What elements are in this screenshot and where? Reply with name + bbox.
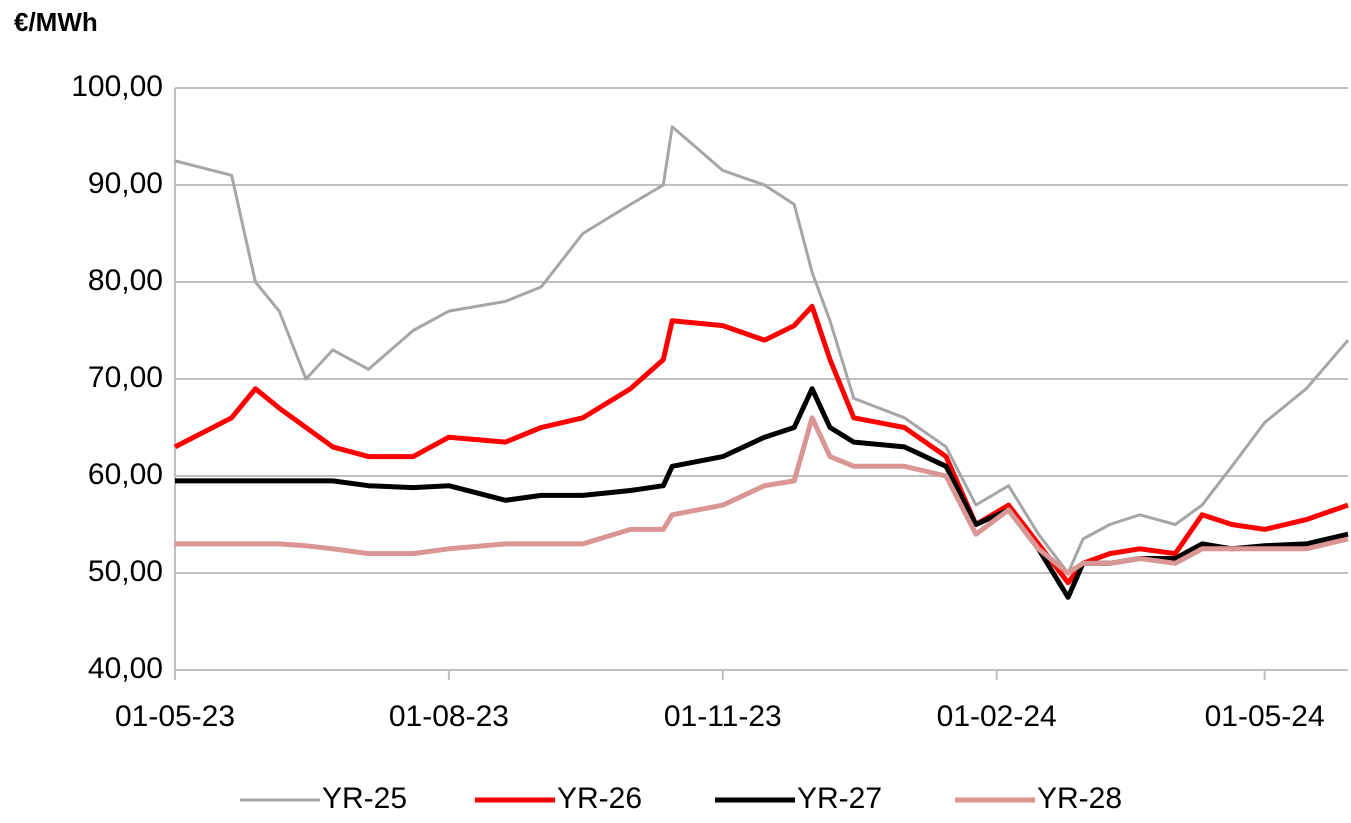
x-tick-label: 01-05-24 bbox=[1205, 700, 1325, 733]
y-axis-label: €/MWh bbox=[14, 7, 98, 37]
series-line bbox=[175, 415, 1349, 576]
series-line bbox=[174, 125, 1350, 575]
x-tick-label: 01-02-24 bbox=[937, 700, 1057, 733]
y-tick-label: 50,00 bbox=[88, 555, 163, 588]
y-tick-label: 90,00 bbox=[88, 167, 163, 200]
series-line bbox=[175, 386, 1349, 600]
series-line bbox=[173, 303, 1349, 586]
y-tick-label: 100,00 bbox=[71, 70, 163, 103]
y-tick-label: 80,00 bbox=[88, 264, 163, 297]
legend-label: YR-25 bbox=[322, 782, 407, 815]
y-tick-label: 70,00 bbox=[88, 361, 163, 394]
y-tick-label: 60,00 bbox=[88, 458, 163, 491]
x-tick-label: 01-11-23 bbox=[664, 700, 782, 733]
x-tick-label: 01-08-23 bbox=[389, 700, 509, 733]
legend-label: YR-28 bbox=[1037, 782, 1122, 815]
x-tick-label: 01-05-23 bbox=[115, 700, 235, 733]
legend-label: YR-27 bbox=[797, 782, 882, 815]
y-tick-label: 40,00 bbox=[88, 652, 163, 685]
legend-label: YR-26 bbox=[557, 782, 642, 815]
